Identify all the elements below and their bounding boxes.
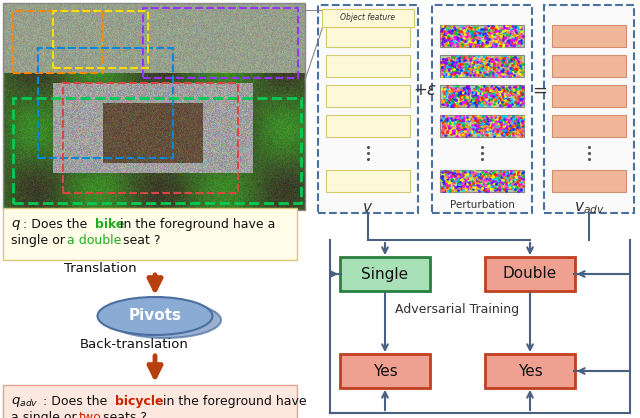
Bar	[552, 115, 626, 137]
FancyBboxPatch shape	[3, 208, 297, 260]
Text: bike: bike	[95, 218, 124, 231]
Text: two: two	[79, 411, 102, 418]
Text: a double: a double	[67, 234, 122, 247]
Bar	[13, 11, 103, 73]
Text: seats ?: seats ?	[103, 411, 147, 418]
Bar	[326, 115, 410, 137]
Bar	[38, 48, 173, 158]
Bar	[326, 170, 410, 192]
Bar	[552, 170, 626, 192]
Bar	[440, 85, 524, 107]
Bar	[53, 11, 148, 68]
Bar	[3, 3, 305, 210]
Text: Pivots: Pivots	[129, 308, 182, 324]
Text: $v_{adv}$: $v_{adv}$	[573, 200, 604, 216]
FancyBboxPatch shape	[340, 257, 430, 291]
Bar	[326, 85, 410, 107]
Text: $v$: $v$	[362, 200, 374, 215]
Text: : Does the: : Does the	[43, 395, 108, 408]
Text: $=$: $=$	[529, 81, 547, 99]
Text: $+\epsilon$: $+\epsilon$	[413, 81, 437, 99]
FancyBboxPatch shape	[485, 354, 575, 388]
Text: Translation: Translation	[64, 262, 136, 275]
Bar	[326, 25, 410, 47]
Text: in the foreground have a: in the foreground have a	[120, 218, 275, 231]
Bar	[326, 55, 410, 77]
Text: Adversarial Training: Adversarial Training	[396, 303, 520, 316]
Text: Object feature: Object feature	[340, 13, 396, 23]
Text: Yes: Yes	[518, 364, 542, 379]
Bar	[440, 170, 524, 192]
Bar	[432, 5, 532, 213]
Text: Back-translation: Back-translation	[80, 338, 189, 351]
Text: in the foreground have: in the foreground have	[163, 395, 307, 408]
Bar	[13, 98, 301, 203]
Text: Double: Double	[503, 267, 557, 281]
Text: a single or: a single or	[11, 411, 77, 418]
Text: bicycle: bicycle	[115, 395, 163, 408]
Bar	[552, 25, 626, 47]
Text: seat ?: seat ?	[123, 234, 161, 247]
Bar	[63, 83, 238, 193]
Bar	[440, 25, 524, 47]
Bar	[552, 85, 626, 107]
Bar	[318, 5, 418, 213]
Bar	[544, 5, 634, 213]
Text: $q$: $q$	[11, 218, 21, 232]
Ellipse shape	[109, 302, 221, 338]
Bar	[440, 115, 524, 137]
FancyBboxPatch shape	[340, 354, 430, 388]
Text: $q_{adv}$: $q_{adv}$	[11, 395, 38, 409]
FancyBboxPatch shape	[322, 9, 414, 27]
Bar	[143, 8, 298, 78]
Text: : Does the: : Does the	[23, 218, 87, 231]
Bar	[552, 55, 626, 77]
Text: Single: Single	[362, 267, 408, 281]
FancyBboxPatch shape	[485, 257, 575, 291]
Text: single or: single or	[11, 234, 65, 247]
Text: Yes: Yes	[372, 364, 397, 379]
Bar	[440, 55, 524, 77]
Ellipse shape	[97, 297, 212, 335]
Text: Perturbation: Perturbation	[449, 200, 515, 210]
FancyBboxPatch shape	[3, 385, 297, 418]
